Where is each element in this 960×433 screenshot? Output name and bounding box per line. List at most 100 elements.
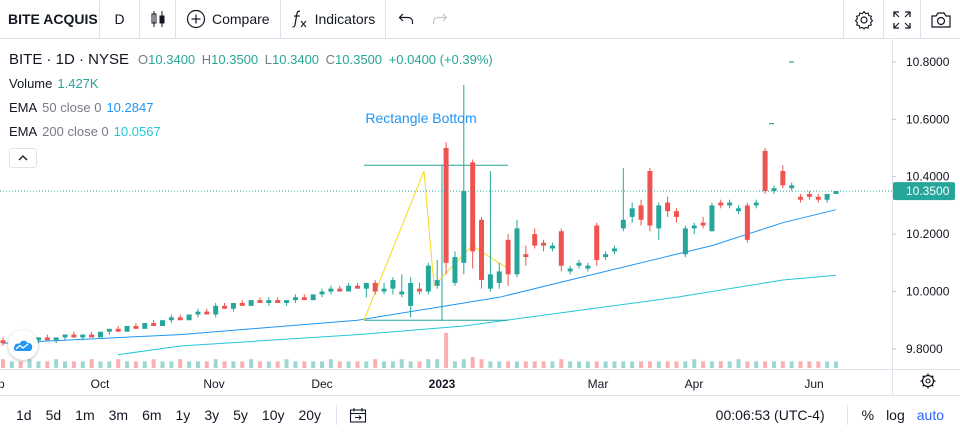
- volume-bar: [444, 332, 449, 368]
- candle-body: [780, 171, 786, 186]
- volume-bar: [1, 359, 5, 368]
- volume-bar: [116, 359, 121, 368]
- volume-bar: [523, 361, 528, 368]
- volume-bar: [479, 359, 484, 368]
- clock-timezone[interactable]: 00:06:53 (UTC-4): [715, 407, 825, 423]
- time-tick-label: 2023: [429, 377, 456, 391]
- volume-bar: [98, 361, 103, 368]
- volume-bar: [284, 359, 289, 368]
- candle-body: [682, 228, 688, 255]
- candle-body: [417, 288, 422, 292]
- range-3m[interactable]: 3m: [108, 406, 129, 423]
- percent-scale-toggle[interactable]: %: [861, 407, 875, 423]
- interval-label: D: [114, 11, 125, 27]
- candle-body: [222, 305, 228, 309]
- legend-collapse-button[interactable]: [9, 148, 37, 168]
- volume-bar: [302, 361, 307, 368]
- range-6m[interactable]: 6m: [142, 406, 162, 423]
- candle-body: [815, 196, 821, 200]
- volume-bar: [825, 361, 830, 368]
- candle-body: [399, 291, 405, 295]
- volume-bar: [231, 361, 236, 368]
- symbol-search-button[interactable]: BITE ACQUIS: [0, 0, 100, 39]
- range-10y[interactable]: 10y: [261, 406, 285, 423]
- candle-body: [35, 337, 41, 341]
- legend-volume-row[interactable]: Volume 1.427K: [9, 72, 496, 96]
- plus-circle-icon: [186, 9, 206, 29]
- candle-body: [62, 334, 68, 338]
- pattern-zigzag-line: [363, 170, 509, 321]
- auto-scale-toggle[interactable]: auto: [916, 407, 944, 423]
- volume-bar: [142, 361, 147, 368]
- legend-title: BITE · 1D · NYSE: [9, 51, 130, 68]
- compare-button[interactable]: Compare: [176, 0, 281, 39]
- snapshot-button[interactable]: [920, 0, 960, 39]
- volume-bar: [745, 361, 750, 368]
- candle-body: [576, 262, 582, 266]
- range-1m[interactable]: 1m: [75, 406, 95, 423]
- volume-bar: [133, 361, 138, 368]
- redo-icon[interactable]: [432, 12, 448, 26]
- range-5d[interactable]: 5d: [45, 406, 62, 423]
- volume-bar: [559, 359, 564, 368]
- calendar-range-icon[interactable]: [349, 407, 367, 423]
- ohlc-open-key: O: [138, 52, 149, 67]
- candle-body: [204, 311, 210, 315]
- legend-ema200-row[interactable]: EMA 200 close 0 10.0567: [9, 120, 496, 144]
- volume-bar: [834, 361, 838, 368]
- volume-bar: [603, 361, 608, 368]
- toolbar-right: [843, 0, 960, 39]
- volume-bar: [151, 359, 156, 368]
- ema50-value: 10.2847: [106, 100, 154, 115]
- price-chart[interactable]: 10.8000 10.6000 10.4000 10.2000 10.0000 9.800…: [0, 39, 960, 395]
- range-20y[interactable]: 20y: [298, 406, 322, 423]
- range-3y[interactable]: 3y: [204, 406, 220, 423]
- settings-button[interactable]: [843, 0, 883, 39]
- candle-body: [346, 285, 352, 292]
- candle-body: [0, 340, 6, 344]
- time-tick-label: Oct: [91, 377, 110, 391]
- volume-bar: [789, 361, 794, 368]
- range-1y[interactable]: 1y: [175, 406, 191, 423]
- volume-bar: [390, 361, 395, 368]
- tradingview-logo[interactable]: [8, 330, 38, 360]
- volume-bar: [257, 361, 262, 368]
- range-1d[interactable]: 1d: [16, 406, 32, 423]
- undo-icon[interactable]: [398, 12, 414, 26]
- camera-icon: [930, 11, 951, 28]
- price-tick-label: 9.8000: [906, 342, 943, 356]
- candle-body: [487, 274, 493, 289]
- candle-body: [97, 331, 103, 338]
- volume-bar: [178, 359, 183, 368]
- volume-bar: [470, 357, 475, 368]
- bottom-right: 00:06:53 (UTC-4) % log auto: [702, 396, 960, 433]
- volume-bar: [798, 361, 803, 368]
- volume-bar: [807, 361, 812, 368]
- top-toolbar: BITE ACQUIS D Compare Indicators: [0, 0, 960, 39]
- fullscreen-button[interactable]: [883, 0, 920, 39]
- chart-type-button[interactable]: [140, 0, 176, 39]
- ema50-label: EMA: [9, 100, 38, 115]
- candle-body: [124, 325, 130, 332]
- interval-button[interactable]: D: [100, 0, 140, 39]
- volume-bar: [656, 361, 661, 368]
- candle-body: [753, 202, 759, 206]
- volume-bar: [399, 359, 404, 368]
- volume-bar: [816, 361, 821, 368]
- volume-bar: [169, 361, 174, 368]
- candle-body: [736, 208, 742, 212]
- ohlc-low-key: L: [264, 52, 273, 67]
- candle-body: [239, 303, 245, 306]
- log-scale-toggle[interactable]: log: [886, 407, 905, 423]
- volume-bar: [426, 359, 431, 368]
- legend-ohlc: O10.3400 H10.3500 L10.3400 C10.3500 +0.0…: [138, 48, 496, 72]
- candle-body: [443, 148, 449, 263]
- price-tick-label: 10.2000: [906, 227, 950, 241]
- candle-body: [638, 205, 644, 220]
- indicators-button[interactable]: Indicators: [281, 0, 387, 39]
- price-tick-label: 10.8000: [906, 55, 950, 69]
- legend-ema50-row[interactable]: EMA 50 close 0 10.2847: [9, 96, 496, 120]
- candle-body: [806, 193, 812, 197]
- volume-bar: [187, 361, 192, 368]
- range-5y[interactable]: 5y: [233, 406, 248, 423]
